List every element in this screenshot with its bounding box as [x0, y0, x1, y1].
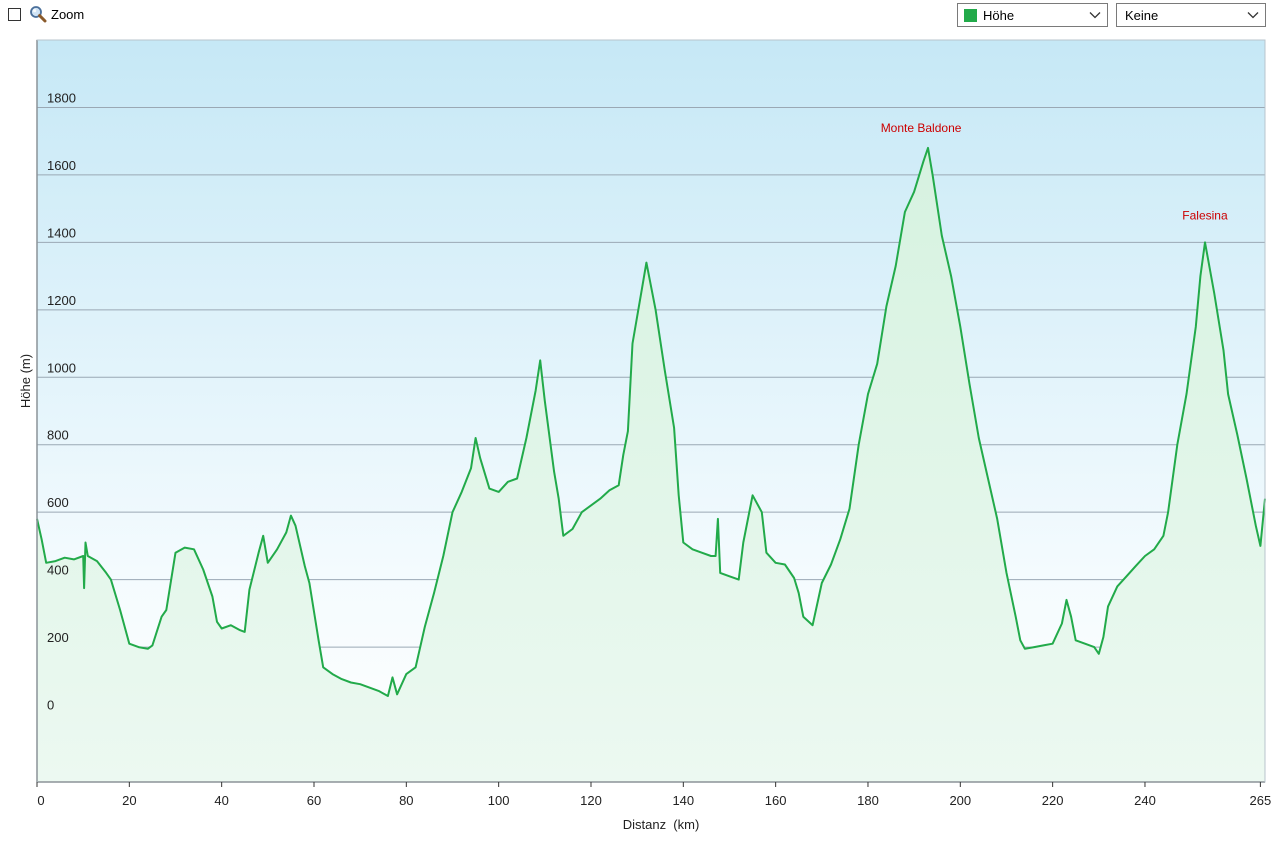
x-tick-label: 265: [1250, 793, 1272, 808]
y-tick-label: 0: [47, 698, 54, 713]
x-axis-label: Distanz (km): [623, 817, 700, 832]
x-tick-label: 20: [122, 793, 136, 808]
x-tick-label: 140: [672, 793, 694, 808]
y-axis-label: Höhe (m): [18, 354, 33, 408]
extra-select[interactable]: Keine: [1116, 3, 1266, 27]
extra-select-value: Keine: [1125, 8, 1159, 23]
y-tick-label: 400: [47, 563, 69, 578]
y-tick-label: 1800: [47, 90, 76, 105]
y-tick-label: 1400: [47, 225, 76, 240]
y-tick-label: 1000: [47, 360, 76, 375]
x-tick-label: 240: [1134, 793, 1156, 808]
series-select-value: Höhe: [983, 8, 1015, 23]
elevation-area-fill: [37, 147, 1265, 782]
x-tick-label: 100: [488, 793, 510, 808]
elevation-line: [36, 146, 1266, 697]
peak-annotation: Falesina: [1182, 209, 1228, 223]
x-tick-label: 160: [765, 793, 787, 808]
chevron-down-icon: [1089, 12, 1101, 19]
toolbar: Zoom Höhe Keine: [0, 0, 1275, 32]
x-tick-label: 60: [307, 793, 321, 808]
y-tick-label: 200: [47, 630, 69, 645]
peak-annotations: Monte Baldone Falesina: [881, 121, 1228, 223]
peak-annotation: Monte Baldone: [881, 121, 962, 135]
chevron-down-icon: [1247, 12, 1259, 19]
magnifier-icon[interactable]: [29, 5, 47, 23]
plot-frame: [36, 39, 1266, 783]
x-tick-labels: 0 20 40 60 80 100 120 140 160 180 200 220 240 265: [37, 793, 1271, 808]
y-tick-labels: 0 200 400 600 800 1000 1200 1400 1600 1800: [47, 90, 76, 712]
x-tick-label: 80: [399, 793, 413, 808]
x-tick-label: 180: [857, 793, 879, 808]
axes: [36, 39, 1266, 787]
y-tick-label: 600: [47, 495, 69, 510]
x-tick-label: 200: [949, 793, 971, 808]
y-tick-label: 1600: [47, 158, 76, 173]
x-tick-label: 120: [580, 793, 602, 808]
series-color-swatch: [964, 9, 977, 22]
zoom-label: Zoom: [51, 7, 85, 22]
x-tick-label: 220: [1042, 793, 1064, 808]
y-tick-label: 1200: [47, 293, 76, 308]
y-tick-label: 800: [47, 428, 69, 443]
x-tick-label: 0: [37, 793, 44, 808]
elevation-chart: 0 20 40 60 80 100 120 140 160 180 200 220 240 265 0 20…: [18, 39, 1271, 832]
zoom-checkbox[interactable]: [8, 8, 21, 21]
series-select[interactable]: Höhe: [957, 3, 1108, 27]
x-tick-label: 40: [214, 793, 228, 808]
